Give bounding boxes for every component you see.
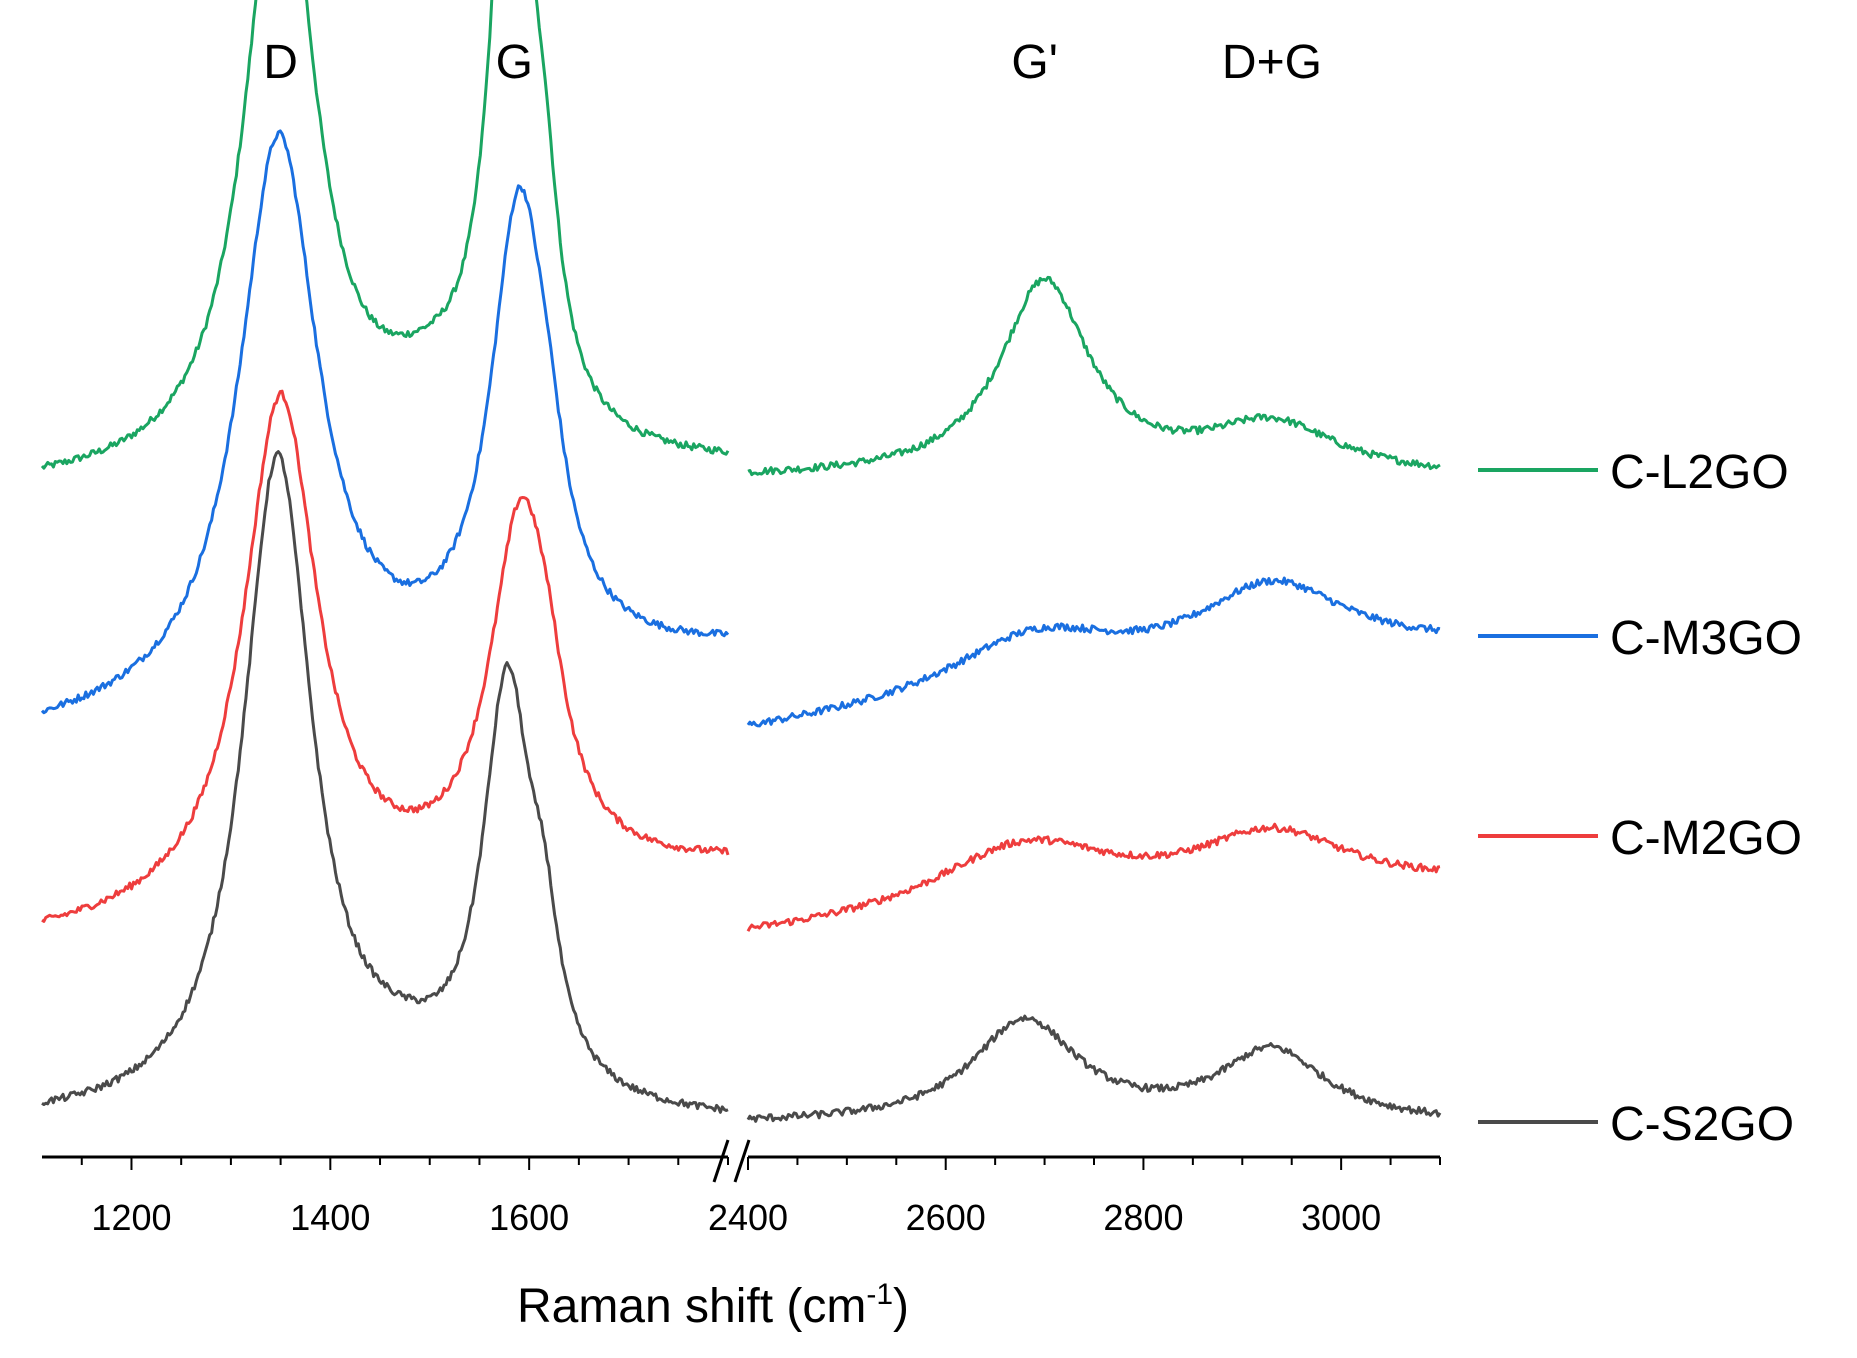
legend: C-L2GO C-M3GO C-M2GO C-S2GO: [1478, 446, 1802, 1151]
series-line-C-M2GO-segment-2: [746, 822, 1441, 932]
peak-label-G: G: [496, 36, 533, 89]
series-line-C-M2GO-segment-1: [41, 389, 730, 923]
tick-label-2400: 2400: [708, 1197, 788, 1238]
axis-break-mark-1: [712, 1139, 730, 1183]
tick-label-1400: 1400: [290, 1197, 370, 1238]
x-axis: [42, 1139, 1440, 1183]
legend-item-C-S2GO: C-S2GO: [1478, 1098, 1794, 1151]
legend-item-C-M3GO: C-M3GO: [1478, 612, 1802, 665]
series-C-L2GO: [40, 0, 1441, 477]
series-C-S2GO: [41, 450, 1442, 1123]
series-layer: [40, 0, 1442, 1123]
legend-item-C-L2GO: C-L2GO: [1478, 446, 1789, 499]
series-line-C-S2GO-segment-1: [41, 450, 729, 1114]
x-ticks: 1200 1400 1600 2400 2600 2800 3000: [80, 1157, 1441, 1238]
axis-break-mark-2: [733, 1139, 751, 1183]
x-axis-label-superscript: -1: [866, 1278, 893, 1311]
tick-label-2800: 2800: [1103, 1197, 1183, 1238]
x-axis-label-close: ): [893, 1280, 909, 1333]
x-axis-label-main: Raman shift (cm: [517, 1280, 866, 1333]
series-line-C-M3GO-segment-2: [746, 576, 1441, 728]
tick-label-1200: 1200: [91, 1197, 171, 1238]
peak-label-D: D: [263, 36, 298, 89]
legend-label: C-L2GO: [1610, 446, 1789, 499]
tick-label-1600: 1600: [489, 1197, 569, 1238]
tick-label-2600: 2600: [906, 1197, 986, 1238]
series-C-M3GO: [40, 129, 1441, 728]
legend-label: C-S2GO: [1610, 1098, 1794, 1151]
series-line-C-M3GO-segment-1: [40, 129, 730, 715]
legend-item-C-M2GO: C-M2GO: [1478, 812, 1802, 865]
series-line-C-S2GO-segment-2: [746, 1014, 1442, 1123]
series-line-C-L2GO-segment-1: [40, 0, 730, 470]
peak-labels: D G G' D+G: [263, 36, 1322, 89]
peak-label-G: G': [1011, 36, 1058, 89]
series-line-C-L2GO-segment-2: [747, 275, 1441, 477]
x-axis-label: Raman shift (cm-1): [517, 1278, 909, 1333]
tick-label-3000: 3000: [1301, 1197, 1381, 1238]
peak-label-DG: D+G: [1222, 36, 1322, 89]
series-C-M2GO: [41, 389, 1441, 932]
legend-label: C-M2GO: [1610, 812, 1802, 865]
legend-label: C-M3GO: [1610, 612, 1802, 665]
